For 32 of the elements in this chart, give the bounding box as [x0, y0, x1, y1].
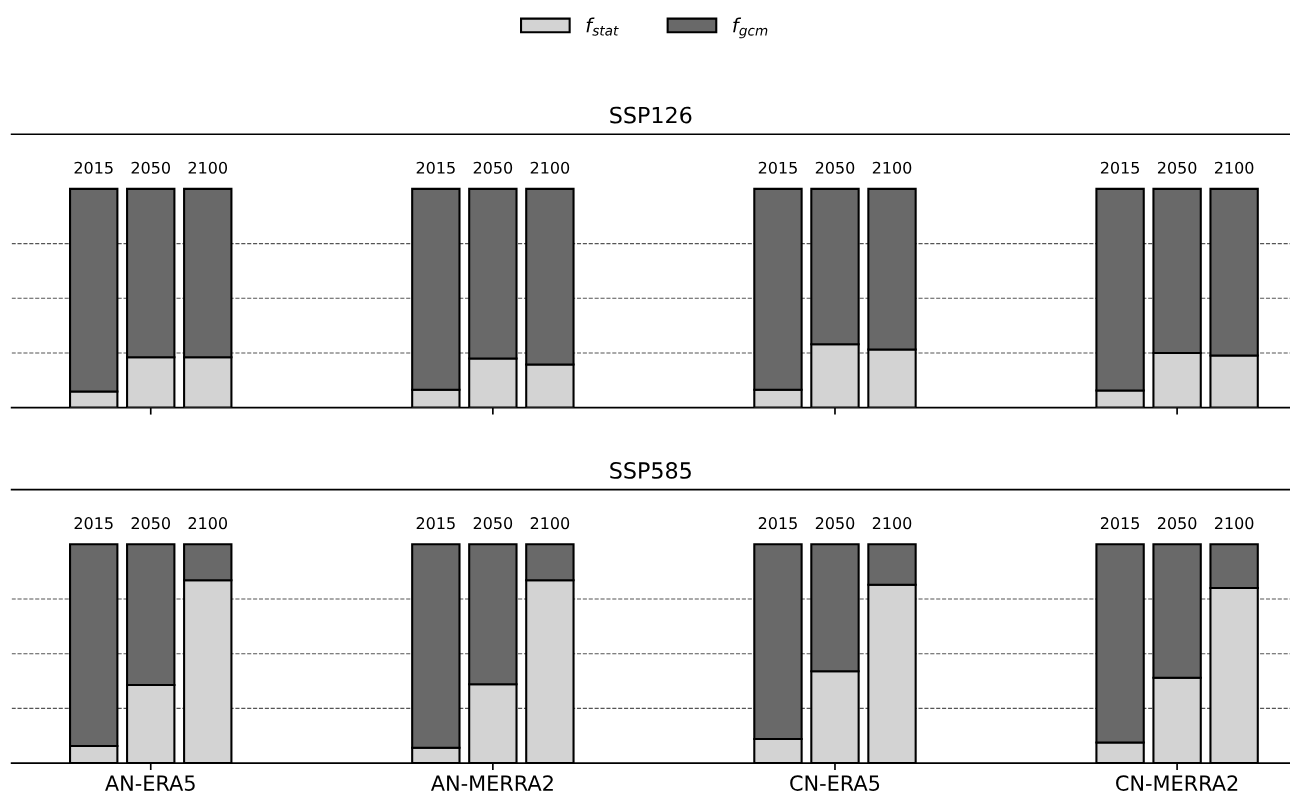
- x-tick-label: 2100: [1214, 517, 1254, 530]
- x-tick-label: 2050: [473, 161, 513, 174]
- text: CN-MERRA2: [1116, 775, 1238, 791]
- text: AN-ERA5: [105, 775, 195, 791]
- x-tick-label: 2100: [530, 161, 570, 174]
- x-tick-label: 2015: [74, 161, 113, 174]
- x-tick-label: 2050: [473, 517, 513, 530]
- x-tick-label: 2050: [131, 517, 170, 530]
- x-tick-label: 2015: [758, 517, 797, 530]
- chart-title: SSP126: [610, 106, 692, 124]
- text: CN-ERA5: [790, 775, 880, 791]
- x-tick-label: 2100: [872, 517, 912, 530]
- x-tick-label: 2100: [872, 161, 912, 174]
- x-tick-label: 2050: [1157, 161, 1197, 174]
- x-tick-label: 2100: [530, 517, 570, 530]
- x-tick-label: 2050: [815, 517, 855, 530]
- legend-label: f$_{stat}$: [586, 17, 619, 36]
- x-tick-label: 2015: [1100, 161, 1140, 174]
- text: AN-MERRA2: [430, 775, 553, 791]
- x-tick-label: 2015: [1100, 517, 1140, 530]
- legend-label: f$_{gcm}$: [733, 17, 768, 39]
- x-tick-label: 2050: [1157, 517, 1197, 530]
- chart-title: SSP585: [610, 462, 691, 479]
- x-tick-label: 2100: [188, 161, 228, 174]
- x-tick-label: 2050: [815, 161, 855, 174]
- x-tick-label: 2015: [74, 517, 113, 530]
- x-tick-label: 2100: [1214, 161, 1254, 174]
- x-tick-label: 2015: [758, 161, 797, 174]
- x-tick-label: 2100: [188, 517, 228, 530]
- x-tick-label: 2015: [416, 517, 455, 530]
- x-tick-label: 2015: [416, 161, 455, 174]
- x-tick-label: 2050: [131, 161, 170, 174]
